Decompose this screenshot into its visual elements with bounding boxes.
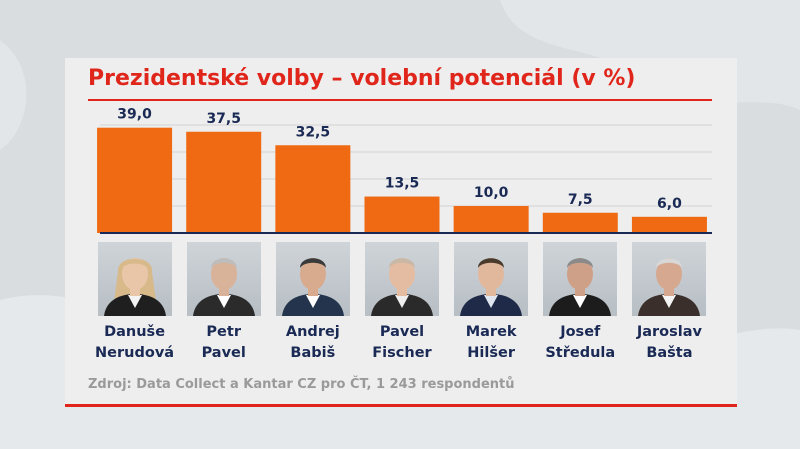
data-label: 39,0 xyxy=(117,107,152,123)
candidate-photo-man-portrait-icon xyxy=(632,242,707,316)
candidate-photo-man-portrait-icon xyxy=(275,242,350,316)
candidate-name: Marek Hilšer xyxy=(441,322,541,364)
tick-label-first-name: Josef xyxy=(560,324,601,340)
tick-label-last-name: Babiš xyxy=(290,345,336,361)
tick-label-last-name: Bašta xyxy=(646,345,693,361)
candidate-name: Petr Pavel xyxy=(174,322,274,364)
panel-bottom-rule xyxy=(65,404,737,407)
data-label: 6,0 xyxy=(657,196,682,212)
candidate-photo-man-portrait-icon xyxy=(365,242,439,316)
candidate-name: Pavel Fischer xyxy=(352,322,452,364)
data-label: 10,0 xyxy=(474,185,509,201)
data-label: 7,5 xyxy=(568,192,593,208)
tick-label-first-name: Pavel xyxy=(379,324,425,340)
data-label: 13,5 xyxy=(385,176,420,192)
bar xyxy=(453,206,529,233)
title-underline xyxy=(88,99,712,101)
bar xyxy=(186,131,262,233)
tick-label-last-name: Fischer xyxy=(372,345,432,361)
source-note: Zdroj: Data Collect a Kantar CZ pro ČT, … xyxy=(88,377,515,392)
candidate-photo-woman-portrait-icon xyxy=(97,242,172,316)
bar xyxy=(364,196,440,233)
candidate-photo-man-portrait-icon xyxy=(454,242,529,316)
chart-title: Prezidentské volby – volební potenciál (… xyxy=(88,66,636,91)
bar xyxy=(275,145,351,233)
tick-label-last-name: Hilšer xyxy=(467,345,515,361)
candidate-photo-man-portrait-icon xyxy=(543,242,618,316)
data-label: 37,5 xyxy=(206,111,241,127)
tick-label-last-name: Středula xyxy=(545,345,616,361)
tick-label-first-name: Danuše xyxy=(104,324,166,340)
bar xyxy=(631,216,707,233)
candidate-name: Andrej Babiš xyxy=(263,322,363,364)
candidate-name: Josef Středula xyxy=(530,322,630,364)
candidate-photo-man-portrait-icon xyxy=(186,242,261,316)
bar xyxy=(542,212,618,233)
candidate-name: Danuše Nerudová xyxy=(85,322,185,364)
bar xyxy=(97,127,173,233)
tick-label-first-name: Petr xyxy=(206,324,241,340)
tick-label-last-name: Pavel xyxy=(201,345,246,361)
tick-label-first-name: Jaroslav xyxy=(636,324,702,340)
tick-label-first-name: Andrej xyxy=(285,324,340,340)
data-label: 32,5 xyxy=(296,124,331,140)
tick-label-last-name: Nerudová xyxy=(95,345,175,361)
tick-label-first-name: Marek xyxy=(465,324,517,340)
candidate-name: Jaroslav Bašta xyxy=(619,322,719,364)
